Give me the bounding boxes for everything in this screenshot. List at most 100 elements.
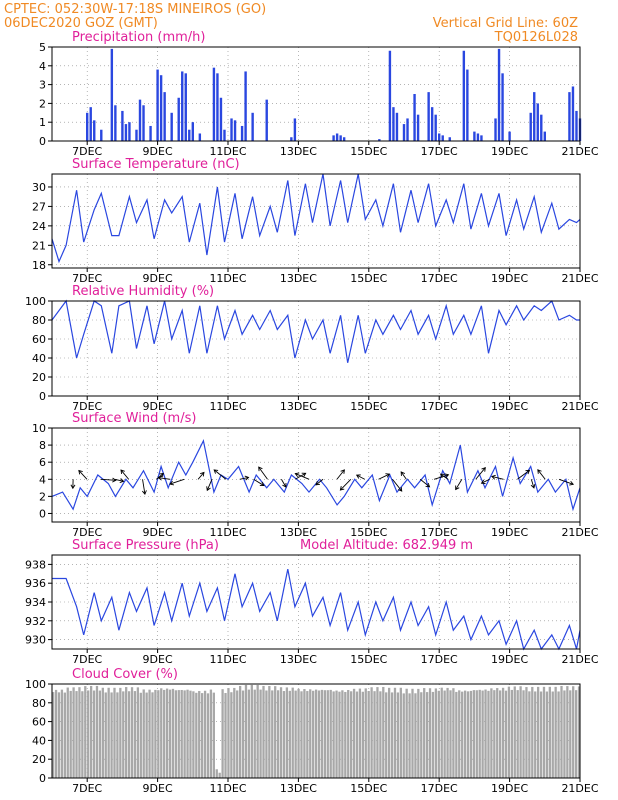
precip-bar [86, 112, 89, 141]
cloud-bar [183, 690, 186, 778]
wind-arrowhead [301, 472, 307, 477]
precip-bar [430, 107, 434, 141]
cloud-bar [206, 693, 210, 778]
precip-bar [293, 118, 297, 141]
x-tick-label: 13DEC [280, 145, 317, 158]
precip-bar [244, 71, 247, 141]
header-model: TQ0126L028 [494, 30, 578, 45]
cloud-bar [376, 687, 379, 778]
x-tick-label: 21DEC [561, 400, 598, 413]
wind-arrowhead [481, 467, 486, 472]
wind-vector [100, 478, 116, 481]
precip-bar [508, 131, 511, 141]
wind-arrowhead [530, 483, 536, 489]
y-tick-label: 60 [32, 333, 46, 346]
cloud-bar [233, 687, 236, 778]
cloud-bar [139, 692, 142, 778]
cloud-bar [496, 688, 499, 778]
cloud-bar [303, 689, 306, 778]
precip-bar [378, 139, 381, 141]
cloud-bar [572, 686, 575, 778]
cloud-bar [370, 687, 373, 778]
cloud-bar [268, 686, 271, 778]
precip-bar [392, 107, 395, 141]
wind-vector [530, 479, 535, 489]
cloud-bar [449, 690, 452, 778]
y-tick-label: 60 [32, 716, 46, 729]
cloud-bar [198, 691, 201, 778]
cloud-bar [475, 690, 478, 778]
y-tick-label: 3 [39, 79, 46, 92]
cloud-bar [259, 689, 262, 778]
wind-arrowhead [282, 483, 287, 488]
cloud-bar [522, 690, 525, 778]
wind-vector [315, 478, 324, 486]
x-tick-label: 21DEC [561, 526, 598, 539]
y-tick-label: 80 [32, 314, 46, 327]
cloud-bar [551, 691, 554, 778]
precip-bar [332, 135, 335, 141]
wind-vector [142, 479, 146, 495]
wind-vector [475, 467, 486, 480]
wind-arrowhead [259, 481, 265, 487]
precip-bar [441, 135, 444, 141]
cloud-bar [163, 689, 166, 778]
cloud-bar [265, 690, 268, 778]
wind-arrowhead [385, 473, 391, 478]
precip-bar [230, 118, 233, 141]
wind-arrowhead [258, 466, 263, 472]
precip-bar [135, 129, 138, 141]
cloud-bar [528, 691, 531, 778]
cloud-bar [577, 686, 581, 778]
cloud-bar [539, 691, 543, 778]
cloud-bar [405, 688, 408, 778]
cloud-bar [279, 687, 283, 778]
precip-bar [212, 67, 216, 141]
cloud-bar [84, 686, 87, 778]
cloud-bar [215, 769, 218, 778]
precip-bar [413, 94, 416, 141]
x-tick-label: 19DEC [491, 145, 528, 158]
y-tick-label: 936 [25, 577, 46, 590]
wind-vector [158, 477, 171, 480]
precip-bar [533, 92, 536, 141]
x-tick-label: 13DEC [280, 782, 317, 795]
cloud-bar [344, 691, 347, 778]
cloud-bar [201, 693, 204, 778]
wind-arrowhead [315, 480, 320, 486]
x-tick-label: 17DEC [421, 400, 458, 413]
precip-bar [339, 135, 342, 141]
cloud-bar [364, 688, 367, 778]
precip-bar [543, 131, 546, 141]
cloud-bar [323, 690, 327, 778]
wind-arrowhead [244, 475, 250, 481]
panel-title: Surface Pressure (hPa) [72, 538, 219, 553]
cloud-bar [186, 689, 189, 778]
x-tick-label: 9DEC [143, 272, 173, 285]
wind-arrowhead [455, 485, 460, 491]
precip-bar [124, 124, 128, 141]
cloud-bar [481, 690, 484, 778]
wind-vector [169, 478, 185, 485]
y-tick-label: 100 [25, 295, 46, 308]
x-tick-label: 11DEC [209, 272, 246, 285]
cloud-bar [536, 686, 540, 778]
precip-bar [388, 50, 392, 142]
x-tick-label: 15DEC [350, 653, 387, 666]
y-tick-label: 10 [32, 422, 46, 435]
precip-bar [159, 75, 163, 141]
cloud-bar [195, 692, 198, 778]
wind-vector [213, 469, 227, 480]
cloud-bar [78, 687, 81, 778]
wind-arrowhead [491, 474, 496, 480]
cloud-bar [309, 689, 312, 778]
header-grid-line: Vertical Grid Line: 60Z [433, 16, 578, 31]
cloud-bar [373, 691, 376, 778]
cloud-bar [247, 689, 251, 778]
x-tick-label: 21DEC [561, 145, 598, 158]
cloud-bar [516, 690, 519, 778]
cloud-bar [154, 689, 157, 778]
panel-frame [51, 46, 581, 142]
precip-bar [177, 97, 180, 141]
panel-title: Relative Humidity (%) [72, 284, 214, 299]
